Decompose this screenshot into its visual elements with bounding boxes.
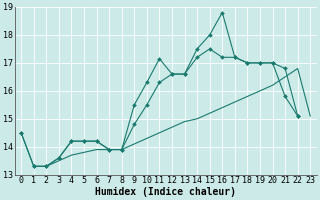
X-axis label: Humidex (Indice chaleur): Humidex (Indice chaleur): [95, 186, 236, 197]
